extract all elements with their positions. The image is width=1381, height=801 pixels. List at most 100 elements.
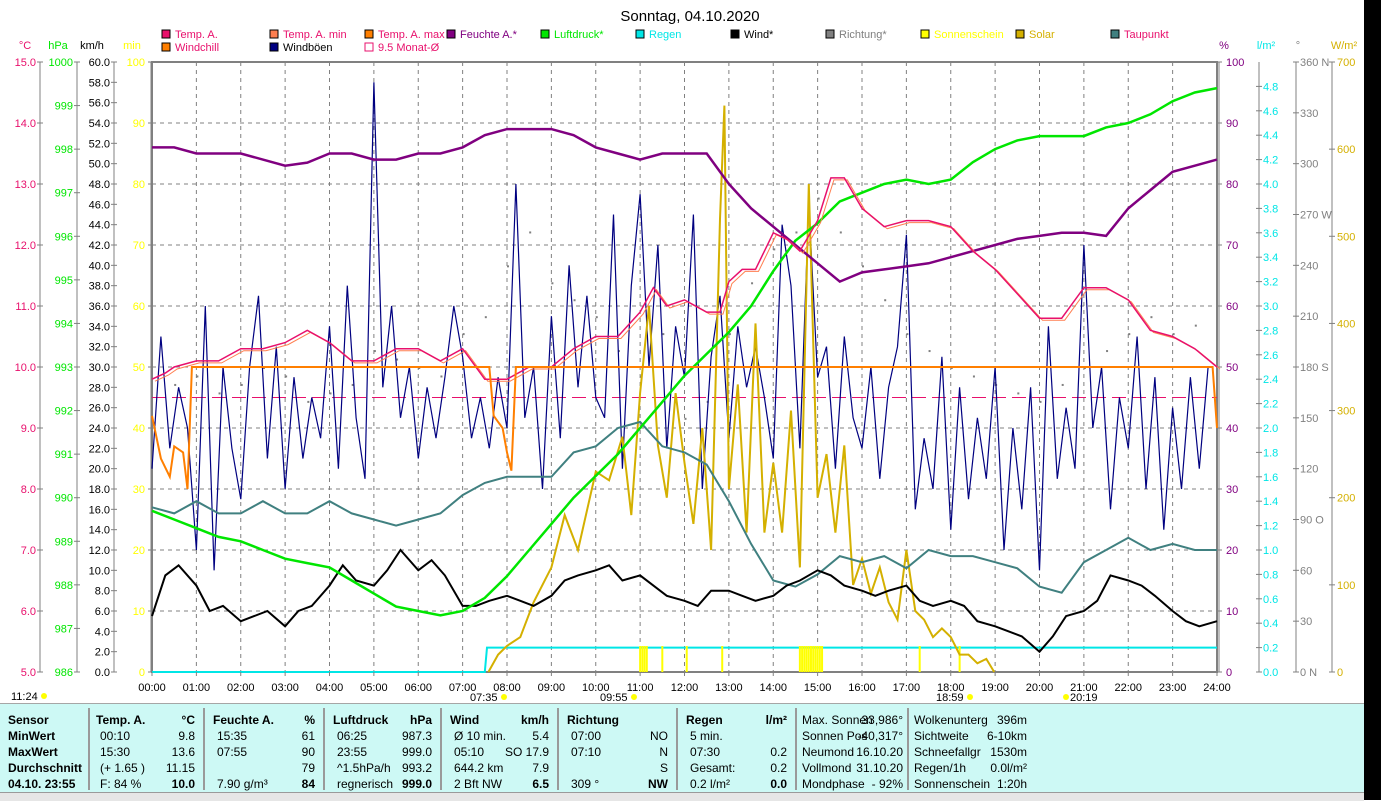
misc-column-value: 396m <box>996 713 1027 727</box>
minutes-tick-label: 40 <box>133 423 145 435</box>
misc-column-value: 1530m <box>990 745 1027 759</box>
direction-point <box>928 350 931 353</box>
x-tick-label: 00:00 <box>138 682 166 694</box>
x-tick-label: 10:00 <box>582 682 610 694</box>
rain-column-value: 0.2 <box>770 761 787 775</box>
temp-line <box>151 177 1218 380</box>
wind-tick-label: 52.0 <box>89 138 110 150</box>
direction-point <box>307 400 310 403</box>
minutes-tick-label: 80 <box>133 179 145 191</box>
direction-point <box>773 248 776 251</box>
legend-swatch-4 <box>540 29 550 39</box>
humidity-tick-label: 90 <box>1226 118 1238 130</box>
temp-min-line <box>154 179 1221 382</box>
x-tick-label: 17:00 <box>893 682 921 694</box>
pressure-tick-label: 988 <box>55 580 73 592</box>
rain-tick-label: 1.6 <box>1263 472 1278 484</box>
legend-swatch-8 <box>920 29 930 39</box>
direction-tick-label: 270 W <box>1300 210 1332 222</box>
direction-point <box>1194 324 1197 327</box>
x-tick-label: 22:00 <box>1114 682 1142 694</box>
status-bar <box>0 792 1364 801</box>
wind-line <box>151 548 1218 654</box>
chart-title: Sonntag, 04.10.2020 <box>620 8 759 25</box>
direction-tick-label: 180 S <box>1300 362 1329 374</box>
direction-column: Richtung 07:00 NO 07:10 N S 309 ° NW <box>559 708 678 791</box>
x-tick-label: 04:00 <box>316 682 344 694</box>
stats-panel: Sensor MinWert MaxWert Durchschnitt 04.1… <box>0 703 1364 793</box>
sensor-row-min: MinWert <box>8 729 56 743</box>
minutes-tick-label: 50 <box>133 362 145 374</box>
wind-column-label: 2 Bft NW <box>454 777 503 791</box>
humidity-axis-unit: % <box>1219 40 1229 52</box>
rain-tick-label: 0.6 <box>1263 594 1278 606</box>
marker-moonrise: 20:19 <box>1070 692 1098 703</box>
minutes-tick-label: 20 <box>133 545 145 557</box>
direction-point <box>839 231 842 234</box>
marker-sun-max: 11:24 <box>11 691 38 703</box>
temp-tick-label: 9.0 <box>21 423 36 435</box>
pressure-tick-label: 987 <box>55 623 73 635</box>
wind-tick-label: 22.0 <box>89 443 110 455</box>
rain-axis-unit: l/m² <box>1257 40 1276 52</box>
wind-tick-label: 20.0 <box>89 464 110 476</box>
x-tick-label: 03:00 <box>271 682 299 694</box>
direction-point <box>1039 400 1042 403</box>
solar-tick-label: 400 <box>1337 318 1355 330</box>
rain-tick-label: 4.6 <box>1263 106 1278 118</box>
direction-point <box>1128 333 1131 336</box>
rain-line <box>152 646 1217 673</box>
direction-tick-label: 90 O <box>1300 515 1324 527</box>
temp-column-label: 15:30 <box>100 745 131 759</box>
pressure-column-label: ^1.5hPa/h <box>337 761 391 775</box>
direction-column-value: NO <box>650 729 668 743</box>
rain-column-label: 5 min. <box>690 729 723 743</box>
direction-point <box>285 375 288 378</box>
astro-column-value: 33,986° <box>861 713 903 727</box>
legend-label-11: Windchill <box>175 42 219 54</box>
temp-tick-label: 10.0 <box>15 362 36 374</box>
rain-tick-label: 2.0 <box>1263 423 1278 435</box>
temp-tick-label: 5.0 <box>21 667 36 679</box>
minutes-tick-label: 60 <box>133 301 145 313</box>
astro-column: Max. Sonnen 33,986° Sonnen Pos -40,317° Neum… <box>797 708 909 791</box>
direction-point <box>1150 316 1153 319</box>
astro-column-value: 16.10.20 <box>856 745 903 759</box>
humidity-tick-label: 70 <box>1226 240 1238 252</box>
direction-point <box>862 265 864 268</box>
astro-column-label: Max. Sonnen <box>802 713 873 727</box>
temp-column-value: 10.0 <box>171 777 195 791</box>
direction-point <box>662 333 665 336</box>
wind-tick-label: 54.0 <box>89 118 110 130</box>
direction-point <box>1061 383 1064 386</box>
direction-point <box>728 333 731 336</box>
humidity-tick-label: 50 <box>1226 362 1238 374</box>
temp-tick-label: 7.0 <box>21 545 36 557</box>
minutes-tick-label: 30 <box>133 484 145 496</box>
legend-label-9: Solar <box>1029 29 1055 41</box>
legend-swatch-2 <box>364 29 374 39</box>
rain-tick-label: 2.4 <box>1263 374 1278 386</box>
rain-tick-label: 0.4 <box>1263 618 1278 630</box>
direction-point <box>329 392 332 395</box>
direction-point <box>484 316 487 319</box>
wind-tick-label: 8.0 <box>95 586 110 598</box>
rain-tick-label: 1.2 <box>1263 521 1278 533</box>
x-tick-label: 02:00 <box>227 682 255 694</box>
rain-column-value: 0.2 <box>770 745 787 759</box>
direction-point <box>573 299 576 302</box>
direction-point <box>817 197 820 200</box>
x-tick-label: 18:00 <box>937 682 965 694</box>
pressure-column: Luftdruck hPa 06:25 987.3 23:55 999.0 ^1.5hPa/… <box>325 708 442 791</box>
sensor-row-avg: Durchschnitt <box>8 761 83 775</box>
astro-column-value: -40,317° <box>857 729 904 743</box>
x-tick-label: 12:00 <box>671 682 699 694</box>
pressure-tick-label: 986 <box>55 667 73 679</box>
direction-point <box>373 350 376 353</box>
direction-column-value: N <box>659 745 668 759</box>
temp-tick-label: 13.0 <box>15 179 36 191</box>
x-tick-label: 24:00 <box>1203 682 1231 694</box>
rain-column: Regen l/m² 5 min. 07:30 0.2 Gesamt: 0.2 0.2 l/m… <box>678 708 797 791</box>
pressure-tick-label: 994 <box>55 318 73 330</box>
legend-label-6: Wind* <box>744 29 774 41</box>
